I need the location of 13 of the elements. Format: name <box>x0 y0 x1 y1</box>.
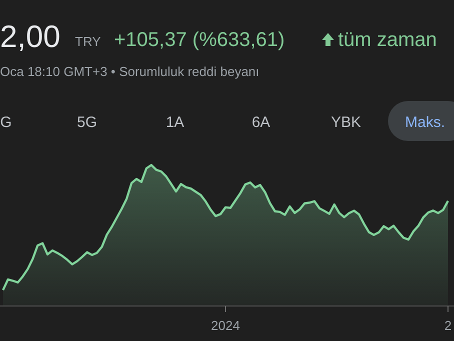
text: 5G <box>76 114 98 131</box>
text: Maks. <box>404 114 446 131</box>
x-tick-label: 2 <box>444 318 452 333</box>
text: tüm zaman <box>338 29 437 51</box>
x-tick-label: 2024 <box>211 318 240 333</box>
text: 6A <box>252 114 270 131</box>
text: TRY <box>75 34 102 49</box>
text: 1A <box>166 114 184 131</box>
text: Oca 18:10 GMT+3 • Sorumluluk reddi beyanı <box>0 64 260 79</box>
text: G <box>0 114 12 131</box>
text: YBK <box>330 114 362 131</box>
text: +105,37 (%633,61) <box>114 29 285 51</box>
text: 2,00 <box>0 19 60 54</box>
